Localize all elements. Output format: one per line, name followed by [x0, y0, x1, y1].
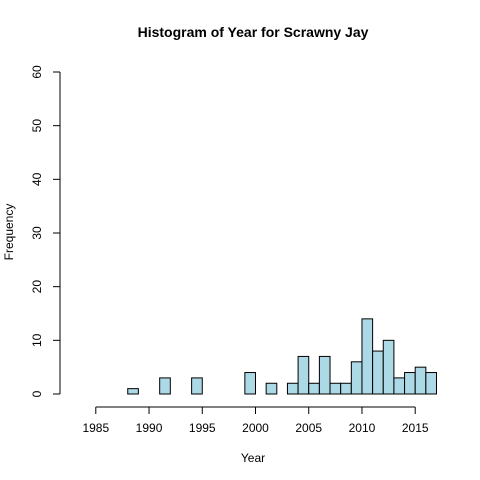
histogram-bar: [350, 361, 363, 395]
x-axis: 1985 1990 1995 2000 2005 2010 2015: [82, 406, 429, 435]
x-tick-label: 2015: [402, 421, 429, 435]
x-tick-label: 2000: [242, 421, 269, 435]
histogram-bar: [329, 382, 342, 395]
y-tick-label: 40: [30, 172, 44, 186]
histogram-bar: [340, 382, 352, 395]
histogram-bar: [244, 372, 256, 395]
x-tick-label: 2005: [295, 421, 322, 435]
histogram-bar: [393, 377, 406, 395]
histogram-bar: [308, 382, 320, 395]
y-tick-label: 30: [30, 226, 44, 240]
histogram-bar: [318, 355, 331, 395]
y-tick-label: 60: [30, 65, 44, 79]
bars-group: [127, 318, 437, 395]
y-tick-label: 50: [30, 119, 44, 133]
histogram-bar: [414, 366, 427, 395]
histogram-bar: [361, 318, 374, 395]
y-tick-label: 0: [30, 390, 44, 397]
y-tick-label: 10: [30, 333, 44, 347]
y-tick-label: 20: [30, 280, 44, 294]
histogram-bar: [159, 377, 171, 395]
x-tick-label: 1995: [189, 421, 216, 435]
x-tick-label: 2010: [349, 421, 376, 435]
x-tick-label: 1985: [82, 421, 109, 435]
histogram-bar: [404, 372, 416, 395]
x-tick-label: 1990: [136, 421, 163, 435]
histogram-bar: [191, 377, 203, 395]
histogram-bar: [286, 382, 299, 395]
y-axis-label: Frequency: [2, 204, 16, 261]
x-axis-label: Year: [241, 451, 265, 465]
histogram-bar: [297, 355, 310, 395]
histogram-bar: [127, 388, 139, 395]
histogram-bar: [382, 339, 395, 395]
histogram-bar: [425, 372, 437, 395]
chart-title: Histogram of Year for Scrawny Jay: [138, 24, 369, 40]
histogram-bar: [265, 382, 278, 395]
histogram-bar: [372, 350, 384, 395]
y-axis: 0 10 20 30 40 50 60: [30, 65, 61, 397]
